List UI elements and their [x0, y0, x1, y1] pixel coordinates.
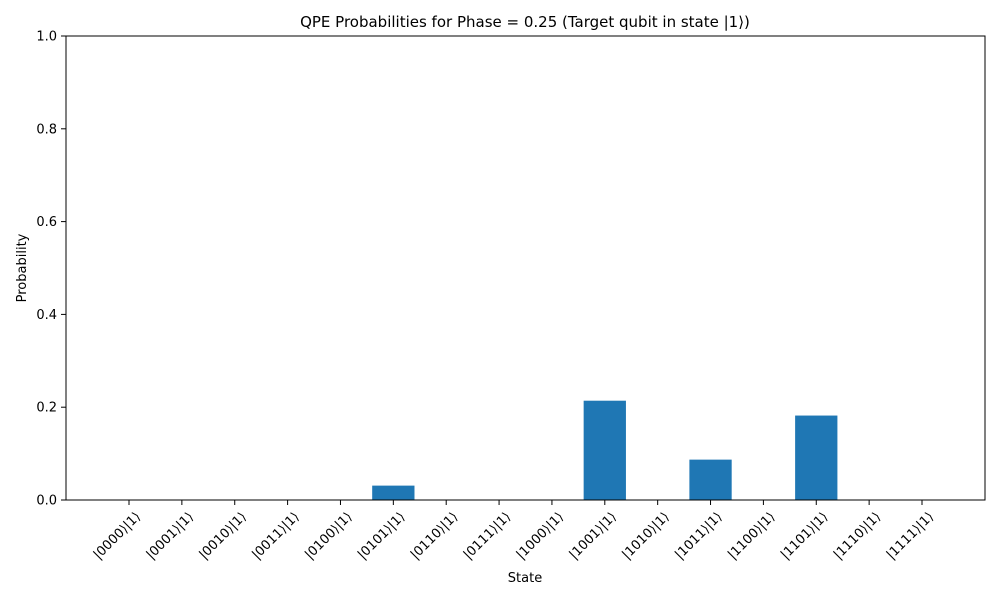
plot-area: 0.00.20.40.60.81.0|0000⟩|1⟩ |0001⟩|1⟩ |001…	[36, 30, 937, 563]
y-axis-label: Probability	[15, 233, 30, 302]
y-tick-label: 0.6	[36, 215, 57, 230]
x-axis-label: State	[508, 571, 542, 586]
plot-frame	[65, 35, 986, 501]
x-tick-label: |1111⟩|1⟩	[884, 509, 937, 562]
y-tick-label: 0.8	[36, 122, 57, 137]
x-tick-label: |1110⟩|1⟩	[831, 509, 884, 562]
x-tick-label: |0011⟩|1⟩	[249, 509, 302, 562]
x-tick-label: |0100⟩|1⟩	[302, 509, 355, 562]
x-tick-label: |0101⟩|1⟩	[355, 509, 408, 562]
x-tick-label: |0001⟩|1⟩	[144, 509, 197, 562]
x-tick-label: |1000⟩|1⟩	[514, 509, 567, 562]
x-tick-label: |0111⟩|1⟩	[461, 509, 514, 562]
chart-title: QPE Probabilities for Phase = 0.25 (Targ…	[300, 13, 750, 31]
x-tick-label: |0010⟩|1⟩	[197, 509, 250, 562]
bar-11	[689, 459, 732, 500]
x-tick-label: |1100⟩|1⟩	[725, 509, 778, 562]
x-tick-label: |1101⟩|1⟩	[778, 509, 831, 562]
x-tick-label: |1010⟩|1⟩	[619, 509, 672, 562]
bar-9	[583, 400, 626, 500]
bar-5	[372, 485, 415, 500]
x-tick-label: |1001⟩|1⟩	[567, 509, 620, 562]
bar-13	[795, 415, 838, 500]
y-tick-label: 1.0	[36, 30, 57, 45]
y-tick-label: 0.2	[36, 401, 57, 416]
y-tick-label: 0.0	[36, 494, 57, 509]
x-tick-label: |0110⟩|1⟩	[408, 509, 461, 562]
x-tick-label: |0000⟩|1⟩	[91, 509, 144, 562]
x-tick-label: |1011⟩|1⟩	[672, 509, 725, 562]
y-tick-label: 0.4	[36, 308, 57, 323]
